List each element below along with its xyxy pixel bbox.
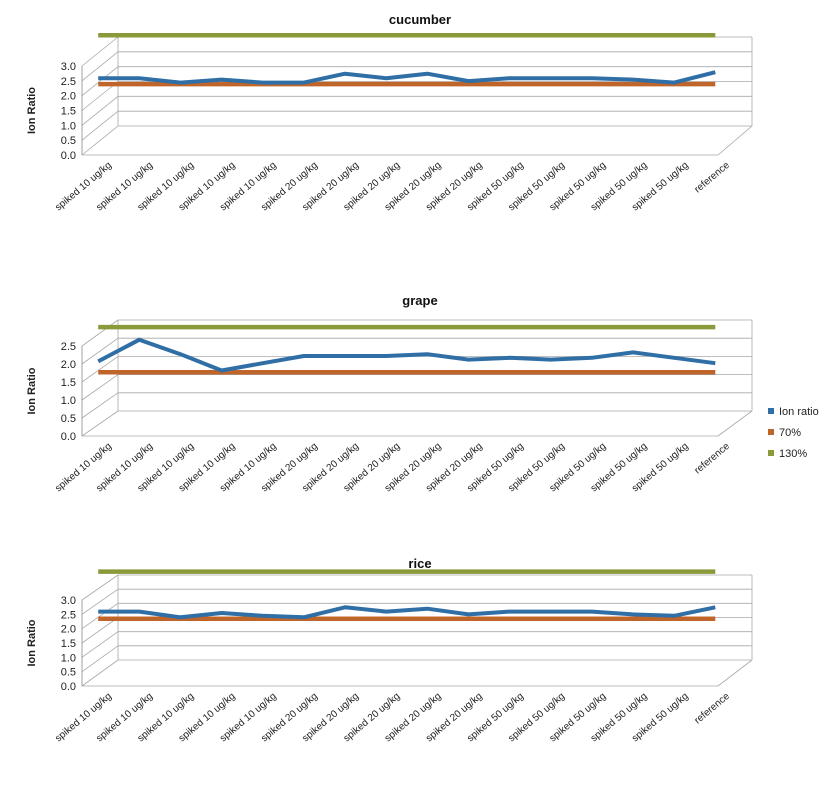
legend: Ion ratio 70% 130% [768, 406, 819, 460]
y-axis-label: Ion Ratio [26, 367, 38, 414]
chart-title: cucumber [389, 12, 451, 27]
y-tick-label: 2.5 [61, 76, 76, 88]
x-tick-label: reference [692, 441, 732, 477]
y-tick-label: 2.0 [61, 624, 76, 636]
side-gridline [81, 337, 119, 365]
floor-side-edge [717, 125, 753, 156]
y-axis-label: Ion Ratio [26, 87, 38, 134]
side-gridline [81, 36, 119, 67]
y-tick-label: 0.5 [61, 667, 76, 679]
side-gridline [81, 645, 119, 672]
side-gridline [81, 392, 119, 419]
y-tick-label: 0.5 [61, 135, 76, 147]
side-gridline [81, 66, 119, 96]
y-tick-label: 2.0 [61, 91, 76, 103]
y-tick-label: 1.5 [61, 377, 76, 389]
legend-label-ion-ratio: Ion ratio [779, 406, 819, 418]
y-axis-label: Ion Ratio [26, 619, 38, 666]
y-tick-label: 0.0 [61, 431, 76, 443]
side-gridline [81, 588, 119, 615]
y-tick-label: 2.5 [61, 609, 76, 621]
series-line-ion-ratio [98, 70, 716, 85]
side-gridline [81, 356, 119, 383]
y-tick-label: 1.0 [61, 120, 76, 132]
chart-title: grape [402, 293, 437, 308]
legend-swatch-130 [768, 450, 774, 456]
y-tick-label: 1.0 [61, 652, 76, 664]
legend-label-130: 130% [779, 448, 807, 460]
side-gridline [81, 110, 119, 141]
legend-swatch-ion-ratio [768, 408, 774, 414]
side-gridline [81, 574, 119, 601]
y-tick-label: 3.0 [61, 595, 76, 607]
x-tick-label: reference [692, 160, 732, 196]
legend-label-70: 70% [779, 427, 801, 439]
side-gridline [81, 125, 119, 156]
side-gridline [81, 96, 119, 126]
series-line-ion-ratio [97, 337, 716, 373]
side-gridline [81, 617, 119, 644]
floor-side-edge [717, 659, 753, 687]
y-tick-label: 0.0 [61, 681, 76, 693]
y-tick-label: 1.0 [61, 395, 76, 407]
x-tick-label: reference [692, 691, 732, 727]
side-gridline [81, 51, 119, 82]
side-gridline [81, 410, 119, 437]
series-line-ion-ratio [98, 605, 716, 620]
side-gridline [81, 659, 119, 687]
y-tick-label: 3.0 [61, 61, 76, 73]
y-tick-label: 2.0 [61, 359, 76, 371]
y-tick-label: 1.5 [61, 638, 76, 650]
y-tick-label: 0.0 [61, 150, 76, 162]
side-gridline [81, 374, 119, 401]
y-tick-label: 1.5 [61, 106, 76, 118]
side-gridline [81, 631, 119, 658]
y-tick-label: 0.5 [61, 413, 76, 425]
y-tick-label: 2.5 [61, 341, 76, 353]
side-gridline [81, 603, 119, 629]
floor-side-edge [717, 410, 753, 437]
chart-title: rice [408, 556, 431, 571]
side-gridline [81, 319, 119, 347]
legend-swatch-70 [768, 429, 774, 435]
